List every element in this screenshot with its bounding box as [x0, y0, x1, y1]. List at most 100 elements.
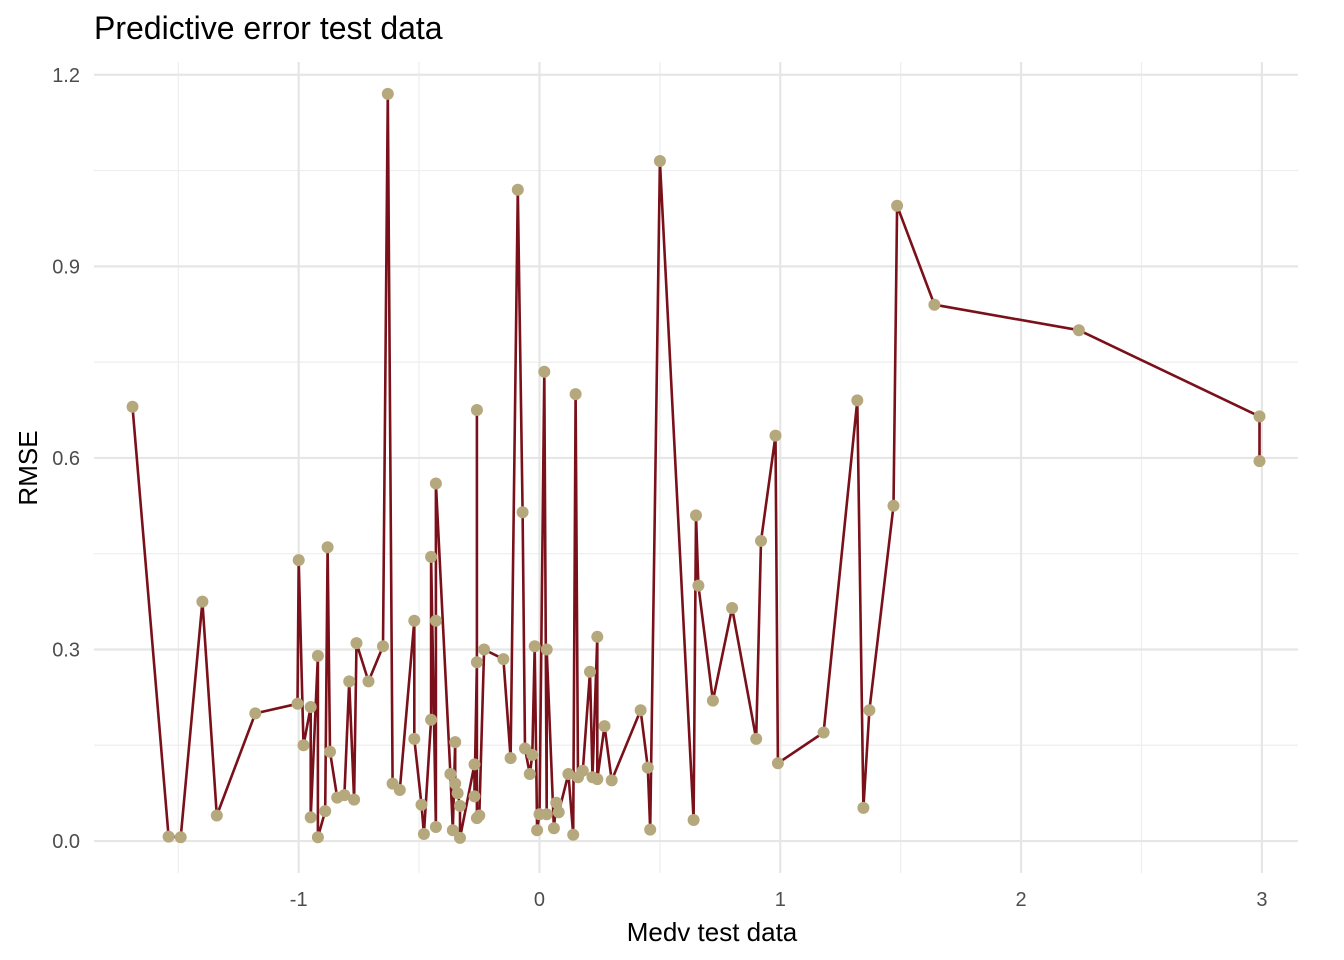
data-point	[162, 830, 175, 843]
data-point	[634, 704, 647, 717]
data-point	[750, 732, 763, 745]
x-axis-title: Medv test data	[627, 917, 798, 947]
data-point	[454, 799, 466, 812]
data-point	[531, 824, 544, 837]
data-point	[304, 701, 317, 713]
data-point	[690, 509, 702, 522]
data-point	[540, 808, 553, 821]
data-point	[381, 87, 394, 100]
data-point	[470, 656, 483, 669]
data-point	[449, 736, 462, 749]
data-point	[863, 704, 876, 717]
data-point	[174, 831, 187, 844]
data-point	[377, 640, 389, 653]
data-point	[468, 758, 481, 771]
data-point	[429, 821, 442, 833]
data-point	[591, 630, 604, 643]
data-point	[887, 499, 900, 512]
y-tick-labels: 0.0 0.3 0.6 0.9 1.2	[52, 65, 80, 853]
data-point	[408, 614, 421, 627]
data-point	[454, 831, 466, 844]
y-tick-label: 0.0	[52, 831, 80, 853]
data-point	[528, 640, 541, 653]
data-point	[653, 155, 666, 167]
data-point	[210, 809, 223, 822]
data-point	[1253, 410, 1266, 423]
data-point	[567, 828, 580, 841]
data-point	[511, 183, 524, 196]
data-point	[473, 809, 486, 822]
series-line-group	[131, 92, 1261, 840]
data-point	[425, 713, 438, 726]
data-point	[540, 643, 553, 656]
data-point	[516, 506, 529, 519]
data-point	[817, 726, 830, 739]
data-point	[526, 748, 539, 761]
data-point	[393, 784, 406, 796]
series-points-group	[126, 87, 1266, 844]
data-point	[692, 579, 705, 592]
data-point	[552, 806, 565, 819]
data-point	[304, 811, 317, 824]
data-point	[857, 801, 870, 814]
data-point	[362, 675, 375, 688]
x-tick-label: -1	[290, 889, 308, 911]
data-point	[562, 768, 575, 780]
data-point	[415, 798, 428, 811]
data-point	[771, 757, 784, 770]
data-point	[249, 707, 262, 720]
series-line	[131, 92, 1261, 840]
data-point	[523, 768, 536, 780]
data-point	[470, 404, 483, 416]
data-point	[641, 761, 654, 774]
data-point	[468, 790, 481, 803]
data-point	[446, 824, 459, 837]
data-point	[1253, 455, 1266, 468]
data-point	[297, 739, 310, 752]
data-point	[598, 720, 611, 733]
data-point	[350, 637, 363, 650]
minor-gridlines	[94, 62, 1298, 873]
data-point	[291, 697, 304, 710]
data-point	[417, 828, 430, 840]
data-point	[928, 298, 941, 311]
data-point	[769, 429, 782, 442]
data-point	[319, 805, 332, 818]
x-tick-label: 2	[1016, 889, 1027, 911]
data-point	[311, 831, 324, 844]
data-point	[504, 752, 517, 765]
data-point	[425, 550, 438, 563]
data-point	[547, 822, 560, 835]
data-point	[449, 777, 462, 790]
data-point	[348, 793, 361, 806]
data-point	[444, 768, 457, 780]
data-point	[126, 400, 139, 413]
data-point	[451, 787, 464, 800]
data-point	[429, 614, 442, 627]
data-point	[478, 643, 491, 656]
y-tick-label: 0.6	[52, 448, 80, 470]
data-point	[343, 675, 356, 688]
data-point	[292, 554, 305, 567]
data-point	[408, 732, 421, 745]
chart-title: Predictive error test data	[94, 10, 443, 46]
data-point	[576, 764, 589, 777]
data-point	[311, 649, 324, 662]
data-point	[497, 653, 510, 666]
data-point	[321, 541, 334, 554]
data-point	[891, 199, 904, 212]
data-point	[591, 773, 604, 786]
data-point	[605, 774, 618, 787]
data-point	[538, 365, 551, 378]
x-tick-labels: -1 0 1 2 3	[290, 889, 1268, 911]
y-tick-label: 0.9	[52, 256, 80, 278]
y-axis-title: RMSE	[13, 430, 43, 505]
y-tick-label: 0.3	[52, 639, 80, 661]
data-point	[706, 694, 719, 707]
data-point	[569, 388, 582, 401]
x-tick-label: 3	[1256, 889, 1267, 911]
data-point	[851, 394, 864, 407]
data-point	[429, 477, 442, 490]
x-tick-label: 1	[775, 889, 786, 911]
